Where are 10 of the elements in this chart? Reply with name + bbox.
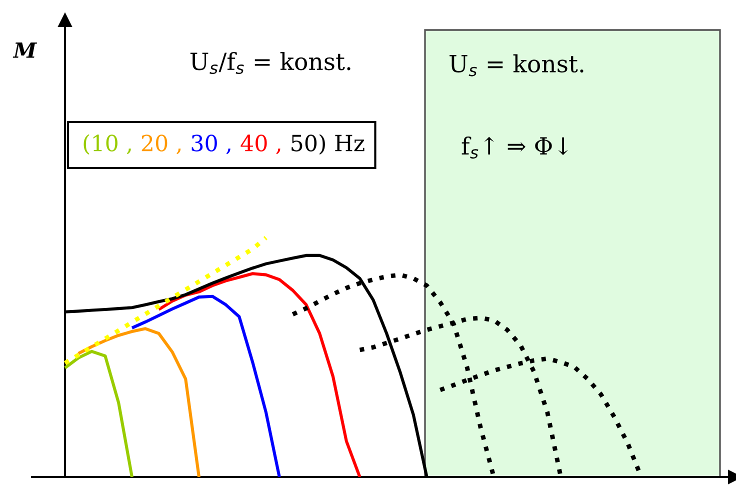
legend-title: Hz (335, 134, 364, 152)
text: U$_{s}$ = konst. (450, 54, 584, 76)
text: 50) (292, 134, 325, 155)
text: (10 , (84, 134, 131, 155)
text: M (12, 42, 38, 58)
text: U$_{s}$/f$_{s}$ = konst. (190, 52, 350, 74)
text: 30 , (192, 134, 230, 154)
text: f$_{s}$↑ ⇒ Φ↓ (462, 136, 568, 159)
text: 40 , (240, 134, 280, 154)
text: 20 , (142, 134, 181, 154)
